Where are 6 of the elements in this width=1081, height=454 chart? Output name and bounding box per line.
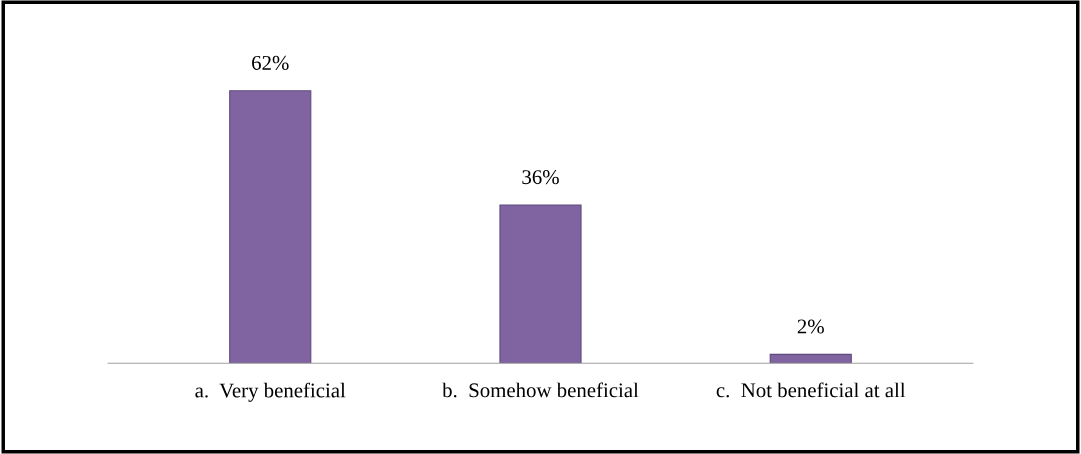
data-label: 2% <box>797 319 824 334</box>
x-tick-label: a. Very beneficial <box>195 382 346 402</box>
data-label: 62% <box>252 55 289 70</box>
x-tick-label: b. Somehow beneficial <box>442 382 639 398</box>
x-tick-label: c. Not beneficial at all <box>716 382 906 398</box>
data-label: 36% <box>522 170 559 185</box>
